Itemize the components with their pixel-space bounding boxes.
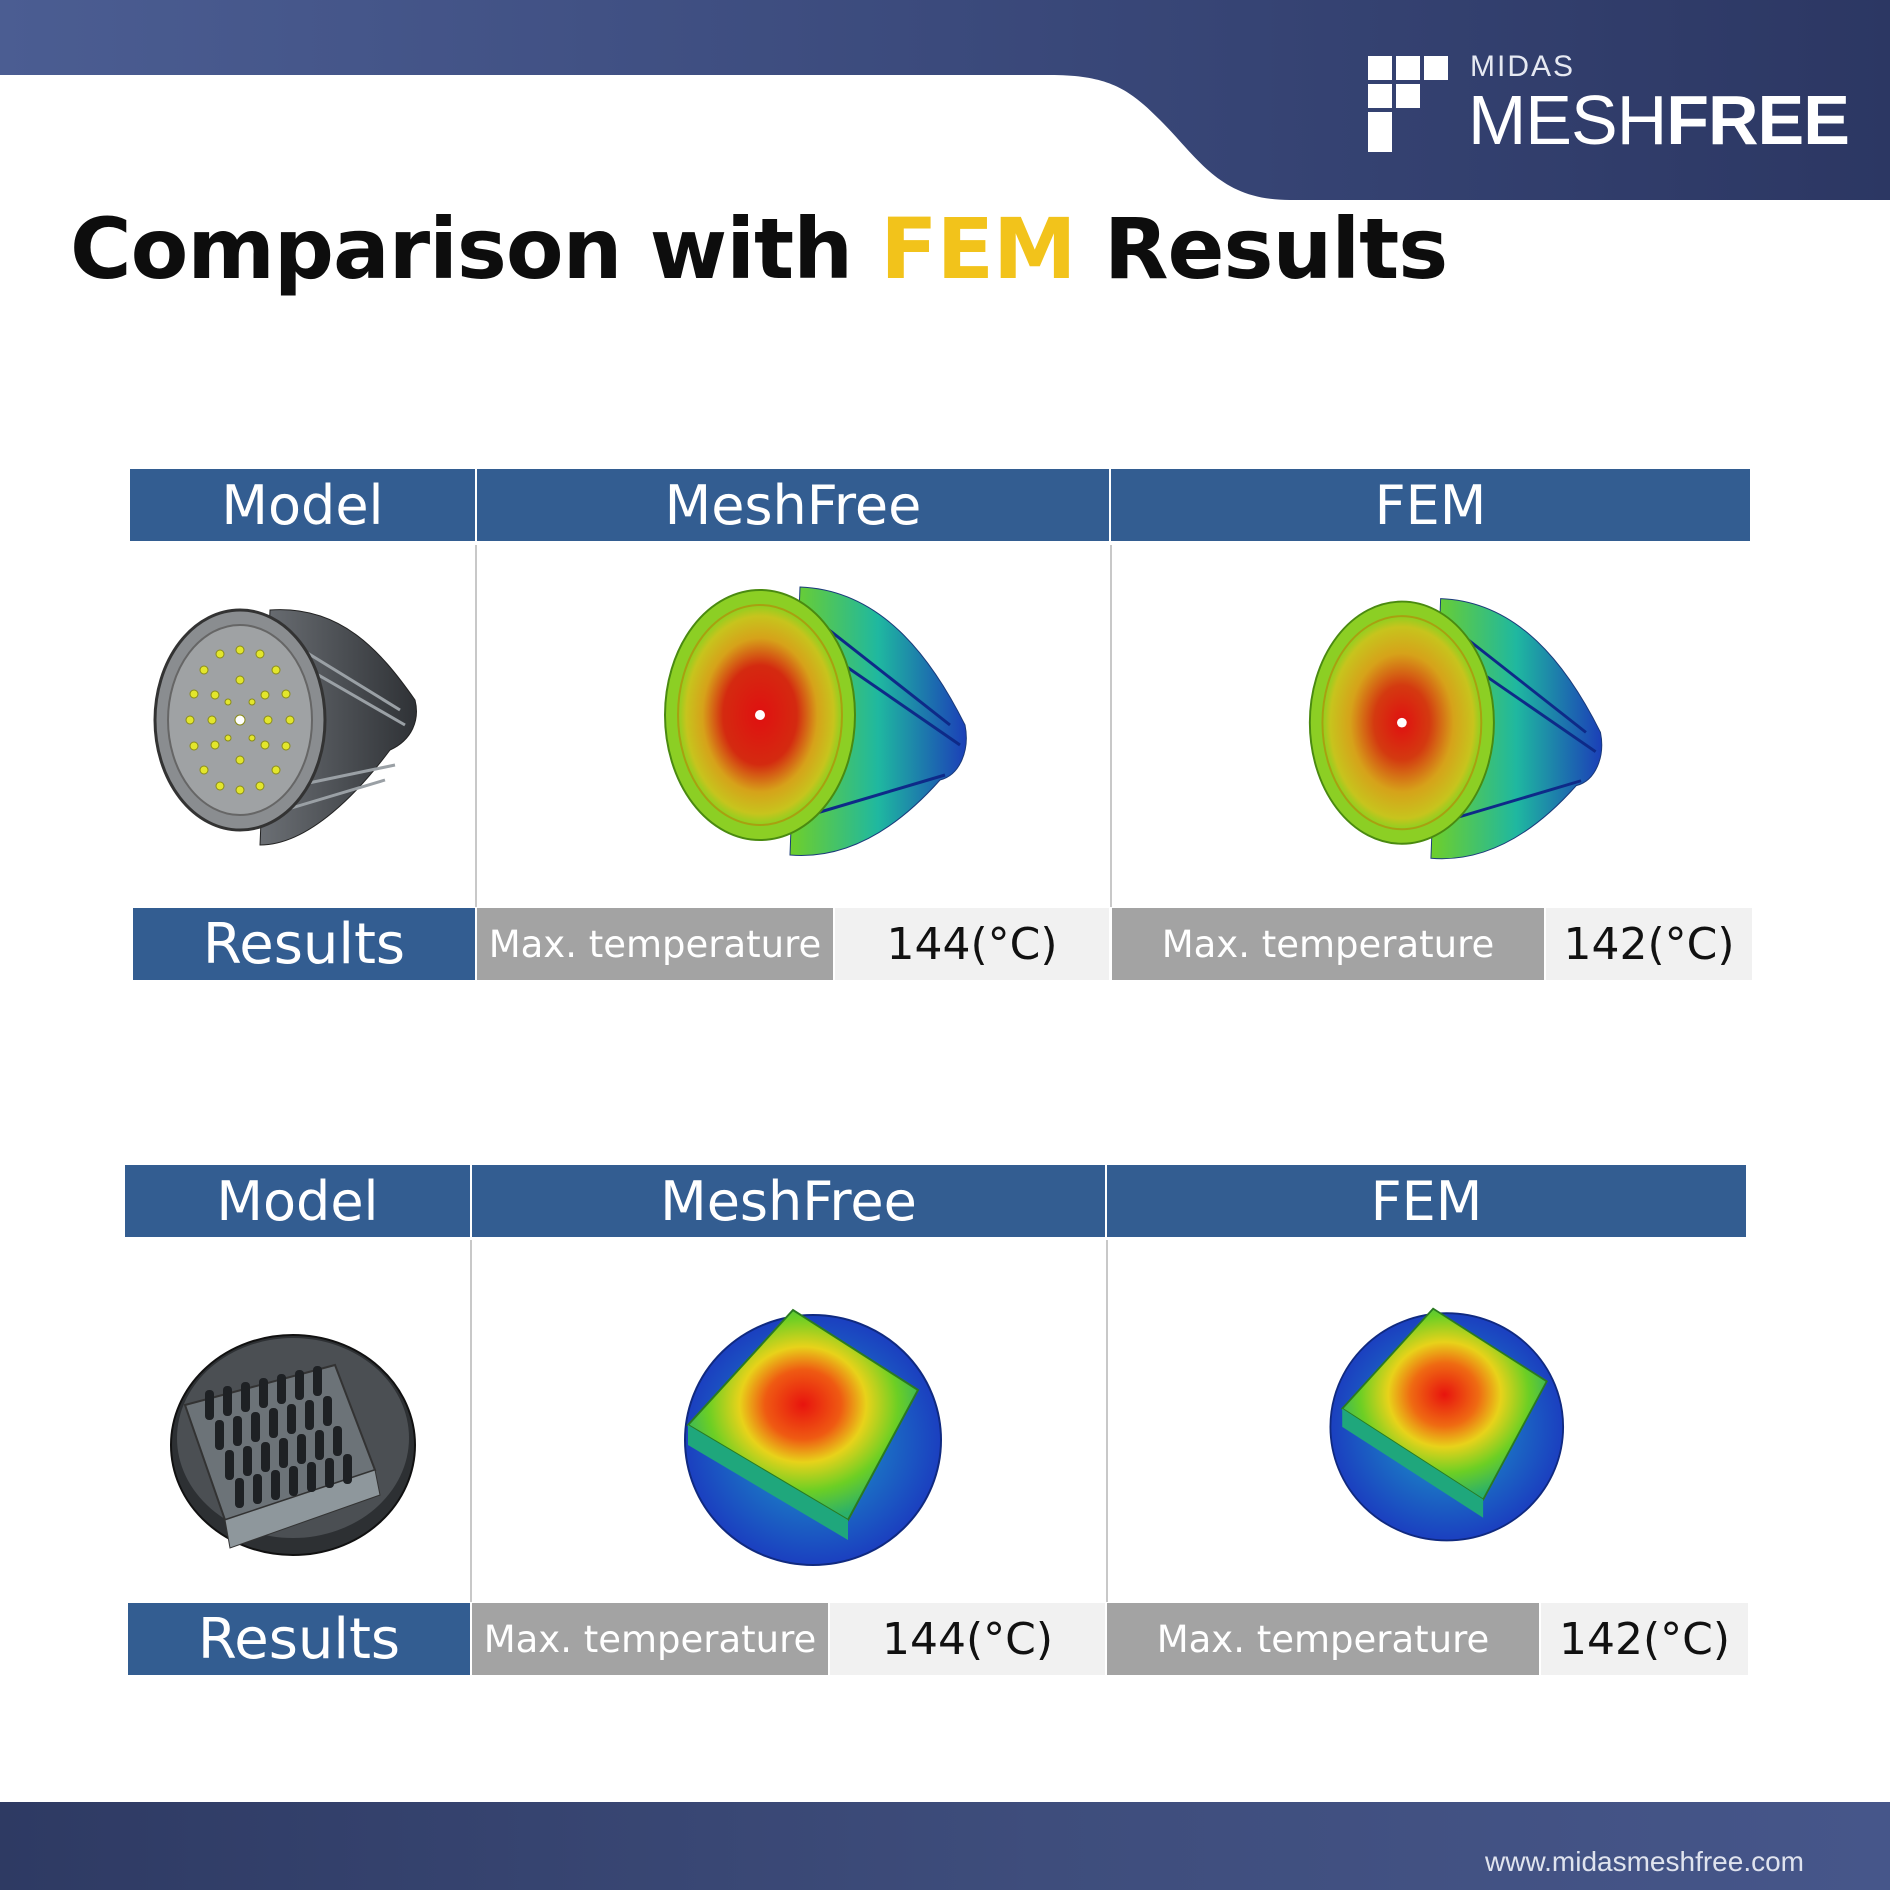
pin-fin-heat-sink-model-image (170, 1334, 416, 1556)
header-model: Model (130, 469, 475, 541)
logo-midas-text: MIDAS (1470, 50, 1576, 83)
logo-meshfree-text: MESHFREE (1468, 81, 1850, 159)
divider (1106, 1240, 1108, 1602)
title-accent: FEM (880, 200, 1076, 298)
fem-metric-label: Max. temperature (1107, 1603, 1539, 1675)
meshfree-max-temperature-value: 144(°C) (835, 908, 1109, 980)
footer-website-link[interactable]: www.midasmeshfree.com (1485, 1846, 1804, 1877)
divider (470, 1240, 472, 1602)
logo-grid-icon (1360, 56, 1456, 152)
divider (1110, 545, 1112, 907)
page-title: Comparison with FEM Results (70, 200, 1448, 298)
header-model: Model (125, 1165, 470, 1237)
header-meshfree: MeshFree (472, 1165, 1105, 1237)
meshfree-metric-label: Max. temperature (472, 1603, 828, 1675)
results-label: Results (133, 908, 475, 980)
fem-metric-label: Max. temperature (1112, 908, 1544, 980)
meshfree-max-temperature-value: 144(°C) (830, 1603, 1105, 1675)
fem-max-temperature-value: 142(°C) (1541, 1603, 1748, 1675)
meshfree-pin-fin-temperature-contour-image (684, 1308, 942, 1566)
meshfree-temperature-contour-image (664, 586, 967, 856)
led-heat-sink-model-image (153, 608, 417, 846)
header-meshfree: MeshFree (477, 469, 1109, 541)
header-fem: FEM (1107, 1165, 1746, 1237)
fem-max-temperature-value: 142(°C) (1546, 908, 1752, 980)
header-band (0, 0, 1890, 200)
midas-meshfree-logo: MIDAS MESHFREE (1360, 50, 1850, 160)
fem-temperature-contour-image (1308, 598, 1603, 860)
footer-band (0, 1802, 1890, 1890)
meshfree-metric-label: Max. temperature (477, 908, 833, 980)
results-label: Results (128, 1603, 470, 1675)
divider (475, 545, 477, 907)
fem-pin-fin-temperature-contour-image (1329, 1307, 1565, 1542)
header-fem: FEM (1111, 469, 1750, 541)
